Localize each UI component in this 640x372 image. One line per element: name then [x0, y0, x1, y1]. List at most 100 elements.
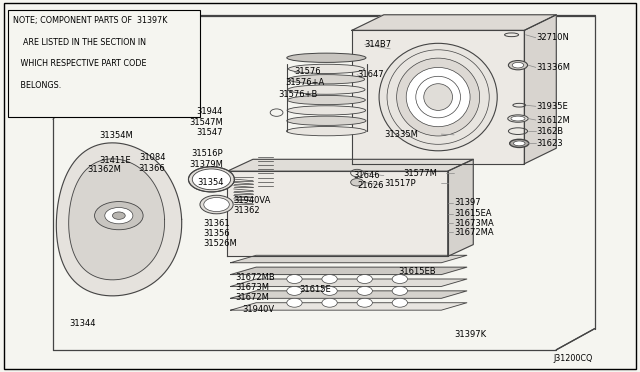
Circle shape	[113, 212, 125, 219]
Text: 31335M: 31335M	[384, 130, 418, 140]
Text: NOTE; COMPONENT PARTS OF  31397K: NOTE; COMPONENT PARTS OF 31397K	[13, 16, 168, 25]
Circle shape	[357, 275, 372, 283]
Text: 31516P: 31516P	[191, 149, 223, 158]
Text: 31397K: 31397K	[454, 330, 486, 340]
Ellipse shape	[397, 58, 479, 136]
Circle shape	[392, 275, 408, 283]
Text: 31397: 31397	[454, 198, 481, 207]
Circle shape	[357, 298, 372, 307]
Text: 31577M: 31577M	[403, 169, 437, 177]
Text: WHICH RESPECTIVE PART CODE: WHICH RESPECTIVE PART CODE	[13, 59, 147, 68]
Text: 31673MA: 31673MA	[454, 219, 494, 228]
Text: J31200CQ: J31200CQ	[554, 354, 593, 363]
Circle shape	[322, 298, 337, 307]
Text: 31646: 31646	[353, 171, 380, 180]
Text: 31354M: 31354M	[100, 131, 133, 141]
Text: 31672MA: 31672MA	[454, 228, 493, 237]
Text: 31517P: 31517P	[384, 179, 415, 187]
Text: 31612M: 31612M	[536, 116, 570, 125]
Text: 3162B: 3162B	[536, 126, 563, 136]
Ellipse shape	[379, 43, 497, 151]
Polygon shape	[524, 15, 556, 164]
Text: 31336M: 31336M	[536, 63, 570, 72]
Text: 31623: 31623	[536, 139, 563, 148]
Ellipse shape	[509, 139, 529, 147]
Polygon shape	[227, 171, 448, 256]
Text: 31526M: 31526M	[204, 239, 237, 248]
Polygon shape	[68, 159, 164, 280]
Text: 31379M: 31379M	[189, 160, 223, 169]
Text: 31084: 31084	[139, 153, 166, 161]
Polygon shape	[227, 159, 473, 171]
Ellipse shape	[406, 67, 470, 127]
Text: 32710N: 32710N	[536, 33, 569, 42]
Circle shape	[95, 202, 143, 230]
Ellipse shape	[287, 116, 366, 125]
Ellipse shape	[204, 198, 229, 212]
Ellipse shape	[287, 126, 366, 136]
Text: 31672MB: 31672MB	[236, 273, 275, 282]
Polygon shape	[230, 255, 467, 263]
Ellipse shape	[188, 167, 234, 192]
Text: 31647: 31647	[357, 70, 383, 79]
Text: 31344: 31344	[69, 320, 96, 328]
Circle shape	[105, 208, 133, 224]
Ellipse shape	[287, 95, 365, 105]
Ellipse shape	[511, 116, 525, 121]
Text: 31615EB: 31615EB	[398, 267, 436, 276]
Ellipse shape	[288, 85, 365, 94]
Ellipse shape	[289, 64, 364, 74]
Polygon shape	[352, 31, 524, 164]
Circle shape	[351, 179, 364, 186]
Circle shape	[392, 286, 408, 295]
Text: BELONGS.: BELONGS.	[13, 81, 61, 90]
Ellipse shape	[512, 62, 524, 68]
Text: 31615EA: 31615EA	[454, 209, 492, 218]
Ellipse shape	[192, 169, 230, 190]
Text: ARE LISTED IN THE SECTION IN: ARE LISTED IN THE SECTION IN	[13, 38, 147, 47]
Circle shape	[287, 298, 302, 307]
Circle shape	[287, 275, 302, 283]
Text: 31547M: 31547M	[189, 118, 223, 127]
Text: 31362M: 31362M	[87, 165, 121, 174]
Text: 21626: 21626	[357, 181, 383, 190]
Text: 31944: 31944	[196, 108, 223, 116]
Text: 31576: 31576	[294, 67, 321, 76]
Polygon shape	[230, 291, 467, 298]
Ellipse shape	[508, 115, 528, 122]
Text: 31354: 31354	[197, 178, 224, 187]
Text: 31576+A: 31576+A	[285, 78, 324, 87]
Polygon shape	[230, 279, 467, 286]
Circle shape	[392, 298, 408, 307]
Text: 31547: 31547	[196, 128, 223, 137]
Polygon shape	[230, 303, 467, 310]
Text: 31672M: 31672M	[236, 294, 269, 302]
Ellipse shape	[508, 61, 527, 70]
Polygon shape	[56, 143, 182, 296]
Text: 31366: 31366	[139, 164, 166, 173]
Ellipse shape	[287, 53, 366, 62]
Text: 31361: 31361	[204, 219, 230, 228]
Text: 31935E: 31935E	[536, 102, 568, 111]
Text: 31673M: 31673M	[236, 283, 269, 292]
Ellipse shape	[288, 75, 365, 84]
Text: 31362: 31362	[234, 206, 260, 215]
Text: 31940V: 31940V	[242, 305, 274, 314]
Ellipse shape	[200, 195, 233, 214]
Text: 31576+B: 31576+B	[278, 90, 318, 99]
Polygon shape	[448, 159, 473, 256]
Ellipse shape	[287, 106, 365, 115]
Bar	[8, 10, 200, 118]
Text: 314B7: 314B7	[365, 40, 392, 49]
Circle shape	[322, 286, 337, 295]
Text: 31615E: 31615E	[300, 285, 332, 294]
Circle shape	[357, 286, 372, 295]
Polygon shape	[230, 267, 467, 275]
Ellipse shape	[424, 84, 452, 110]
Text: 31356: 31356	[204, 229, 230, 238]
Text: 31411E: 31411E	[100, 156, 131, 165]
Polygon shape	[352, 15, 556, 31]
Circle shape	[287, 286, 302, 295]
Text: 31940VA: 31940VA	[234, 196, 271, 205]
Circle shape	[322, 275, 337, 283]
